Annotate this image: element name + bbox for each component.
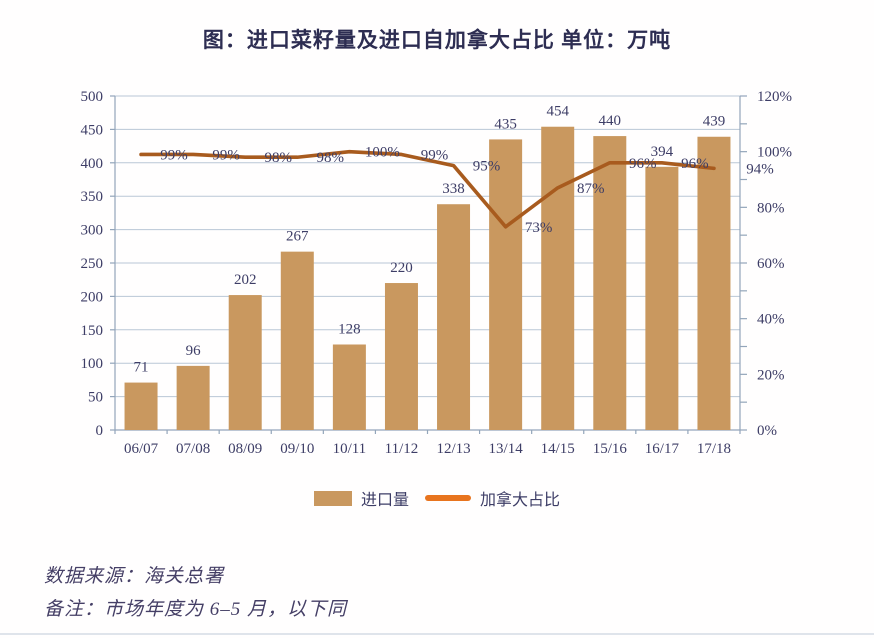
left-axis-tick-label: 100	[81, 356, 104, 372]
right-axis-tick-label: 80%	[757, 200, 785, 216]
bar-07/08	[176, 365, 210, 430]
legend: 进口量 加拿大占比	[0, 486, 874, 510]
bar-value-label: 128	[338, 321, 361, 337]
bar-17/18	[697, 136, 731, 431]
line-value-label: 100%	[365, 145, 400, 161]
legend-canada-share-label: 加拿大占比	[480, 492, 561, 509]
left-axis-tick-label: 300	[81, 223, 104, 239]
left-axis-tick-label: 50	[88, 390, 103, 406]
line-value-label: 73%	[525, 220, 553, 236]
right-axis-tick-label: 40%	[757, 312, 785, 328]
x-axis-label: 14/15	[541, 441, 575, 457]
bar-value-label: 394	[651, 144, 674, 160]
x-axis-label: 16/17	[645, 441, 680, 457]
left-axis-tick-label: 400	[81, 156, 104, 172]
bar-value-label: 220	[390, 260, 413, 276]
bar-value-label: 440	[599, 113, 622, 129]
bar-08/09	[228, 295, 262, 430]
bottom-edge-line	[0, 633, 874, 635]
bar-16/17	[645, 166, 679, 431]
line-value-label: 99%	[160, 147, 188, 163]
left-axis-tick-label: 150	[81, 323, 104, 339]
line-swatch-icon	[425, 495, 471, 501]
left-axis-tick-label: 200	[81, 289, 104, 305]
x-axis-label: 09/10	[280, 441, 314, 457]
bar-13/14	[489, 139, 523, 431]
legend-imports-label: 进口量	[360, 492, 409, 509]
footer-note: 备注：市场年度为 6–5 月，以下同	[44, 599, 348, 620]
x-axis-label: 10/11	[333, 441, 367, 457]
bar-09/10	[280, 251, 314, 430]
bar-value-label: 435	[494, 116, 517, 132]
footer-source: 数据来源：海关总署	[44, 566, 225, 587]
line-value-label: 99%	[421, 147, 449, 163]
line-value-label: 99%	[212, 147, 240, 163]
line-value-label: 96%	[629, 156, 657, 172]
bar-value-label: 96	[186, 343, 202, 359]
bar-11/12	[384, 283, 418, 430]
x-axis-label: 08/09	[228, 441, 262, 457]
left-axis-tick-label: 450	[81, 122, 104, 138]
bar-swatch-icon	[313, 490, 352, 506]
legend-item-canada-share: 加拿大占比	[425, 486, 560, 510]
bar-value-label: 202	[234, 272, 257, 288]
bar-15/16	[593, 136, 627, 430]
chart-title: 图：进口菜籽量及进口自加拿大占比 单位：万吨	[202, 28, 672, 52]
left-axis-tick-label: 350	[81, 189, 104, 205]
chart-canvas: 0 50 100 150 200 250 300 350 400 450 500 0% 20% 40% 60…	[81, 89, 793, 457]
bar-value-label: 439	[703, 114, 726, 130]
bar-14/15	[541, 126, 575, 430]
left-axis-tick-label: 500	[81, 89, 104, 105]
x-axis-label: 15/16	[593, 441, 628, 457]
left-axis-tick-label: 0	[96, 423, 104, 439]
bar-10/11	[332, 344, 366, 430]
bar-value-label: 71	[134, 360, 149, 376]
right-axis-tick-label: 60%	[757, 256, 785, 272]
bar-value-label: 454	[546, 104, 569, 120]
line-value-label: 98%	[264, 150, 292, 166]
line-value-label: 94%	[746, 161, 774, 177]
right-axis-tick-label: 100%	[757, 145, 792, 161]
line-value-label: 98%	[317, 150, 345, 166]
bar-value-label: 338	[442, 181, 465, 197]
right-axis-tick-label: 20%	[757, 367, 785, 383]
x-axis-label: 11/12	[385, 441, 419, 457]
footer: 数据来源：海关总署 备注：市场年度为 6–5 月，以下同	[44, 560, 347, 626]
canada-share-line	[139, 149, 716, 229]
x-axis-label: 06/07	[124, 441, 159, 457]
bar-06/07	[124, 382, 158, 430]
bar-12/13	[437, 204, 471, 430]
bar-value-label: 267	[286, 229, 309, 245]
x-axis-label: 07/08	[176, 441, 210, 457]
right-axis-tick-label: 120%	[757, 89, 792, 105]
line-value-label: 87%	[577, 181, 605, 197]
x-axis-label: 17/18	[697, 441, 731, 457]
legend-item-imports: 进口量	[313, 486, 409, 510]
left-axis-tick-label: 250	[81, 256, 104, 272]
x-axis-label: 12/13	[436, 441, 470, 457]
x-axis-label: 13/14	[489, 441, 524, 457]
line-value-label: 96%	[681, 156, 709, 172]
line-value-label: 95%	[473, 159, 501, 175]
right-axis-tick-label: 0%	[757, 423, 777, 439]
